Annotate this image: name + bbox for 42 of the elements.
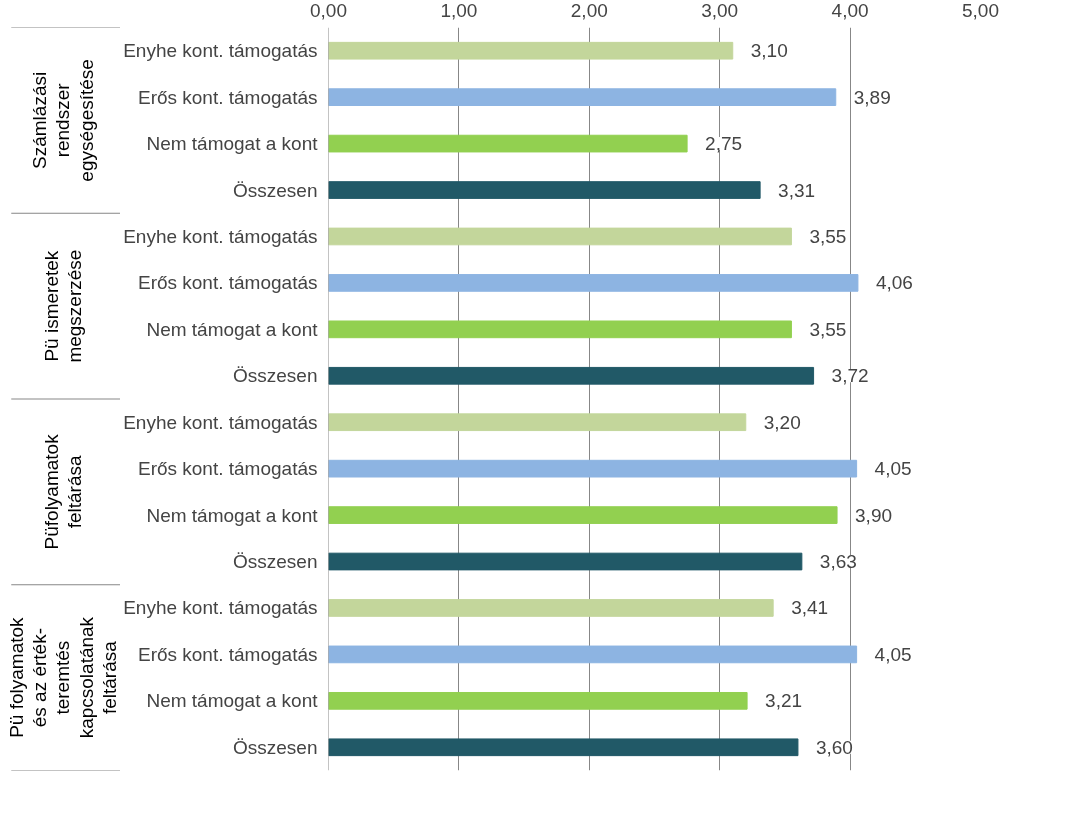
data-label: 4,05 [874,643,912,665]
text: Számlázási rendszer egységesítése [29,59,97,182]
y-tick-label: Nem támogat a kont [146,690,319,712]
x-tick-label: 3,00 [701,0,739,21]
data-label: 3,90 [855,504,893,526]
text: Püfolyamatok feltárása [40,433,86,550]
data-label: 4,05 [874,458,912,480]
data-label: 3,72 [831,365,869,387]
y-tick-label: Összesen [233,179,318,201]
x-tick-label: 2,00 [570,0,608,21]
y-tick-label: Összesen [233,551,318,573]
data-label: 3,41 [791,597,829,619]
data-label: 3,10 [750,40,788,62]
y-tick-label: Erős kont. támogatás [137,458,318,480]
y-tick-label: Nem támogat a kont [146,504,319,526]
data-label: 3,63 [819,551,857,573]
y-tick-label: Összesen [233,365,318,387]
y-tick-label: Erős kont. támogatás [137,643,318,665]
data-label: 3,20 [763,411,801,433]
y-tick-label: Nem támogat a kont [146,318,319,340]
data-label: 3,31 [778,179,816,201]
text: Pü ismeretek megszerzése [40,249,86,363]
y-tick-label: Enyhe kont. támogatás [123,40,318,62]
data-label: 3,89 [853,86,891,108]
y-tick-label: Erős kont. támogatás [137,86,318,108]
data-label: 2,75 [705,133,743,155]
text: Pü folyamatok és az érték-teremtés kapcsolatának feltárása [6,616,120,739]
y-tick-label: Erős kont. támogatás [137,272,318,294]
y-tick-label: Összesen [233,736,318,758]
y-tick-label: Enyhe kont. támogatás [123,411,318,433]
x-tick-label: 1,00 [440,0,478,21]
data-label: 3,60 [815,736,853,758]
data-label: 3,21 [765,690,803,712]
x-tick-label: 4,00 [831,0,869,21]
data-label: 3,55 [809,225,847,247]
x-tick-label: 5,00 [962,0,999,21]
data-label: 4,06 [875,272,913,294]
y-tick-label: Nem támogat a kont [146,133,319,155]
data-label: 3,55 [809,318,847,340]
x-tick-label: 0,00 [310,0,347,21]
y-tick-label: Enyhe kont. támogatás [123,225,318,247]
y-tick-label: Enyhe kont. támogatás [123,597,318,619]
